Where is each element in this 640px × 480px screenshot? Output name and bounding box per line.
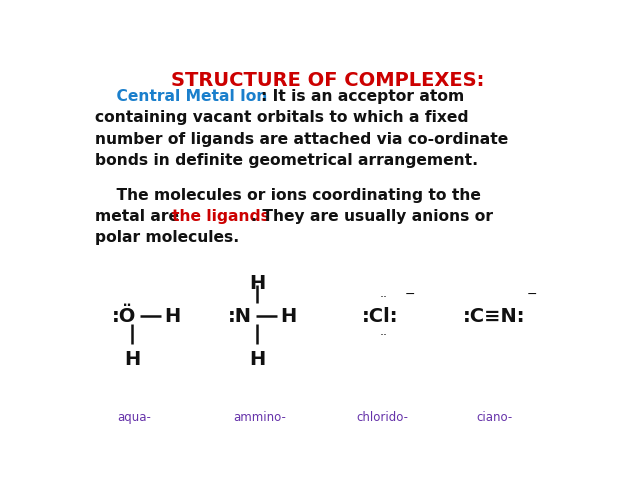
Text: . They are usually anions or: . They are usually anions or	[251, 209, 493, 224]
Text: number of ligands are attached via co-ordinate: number of ligands are attached via co-or…	[95, 132, 508, 147]
Text: −: −	[404, 288, 415, 301]
Text: containing vacant orbitals to which a fixed: containing vacant orbitals to which a fi…	[95, 110, 468, 125]
Text: :N: :N	[228, 307, 252, 326]
Text: −: −	[527, 288, 537, 301]
Text: ammino-: ammino-	[234, 410, 287, 423]
Text: H: H	[280, 307, 296, 326]
Text: :C≡N:: :C≡N:	[463, 307, 525, 326]
Text: polar molecules.: polar molecules.	[95, 230, 239, 245]
Text: :Ö: :Ö	[111, 307, 136, 326]
Text: metal are: metal are	[95, 209, 184, 224]
Text: the ligands: the ligands	[172, 209, 269, 224]
Text: : It is an acceptor atom: : It is an acceptor atom	[261, 89, 464, 104]
Text: ciano-: ciano-	[476, 410, 512, 423]
Text: H: H	[124, 349, 140, 369]
Text: H: H	[249, 349, 265, 369]
Text: Central Metal Ion: Central Metal Ion	[95, 89, 268, 104]
Text: bonds in definite geometrical arrangement.: bonds in definite geometrical arrangemen…	[95, 153, 478, 168]
Text: aqua-: aqua-	[118, 410, 152, 423]
Text: chlorido-: chlorido-	[356, 410, 408, 423]
Text: STRUCTURE OF COMPLEXES:: STRUCTURE OF COMPLEXES:	[172, 71, 484, 90]
Text: H: H	[249, 274, 265, 293]
Text: The molecules or ions coordinating to the: The molecules or ions coordinating to th…	[95, 188, 481, 203]
Text: H: H	[164, 307, 180, 326]
Text: ··: ··	[380, 290, 388, 304]
Text: ··: ··	[380, 329, 388, 342]
Text: :Cl:: :Cl:	[362, 307, 398, 326]
